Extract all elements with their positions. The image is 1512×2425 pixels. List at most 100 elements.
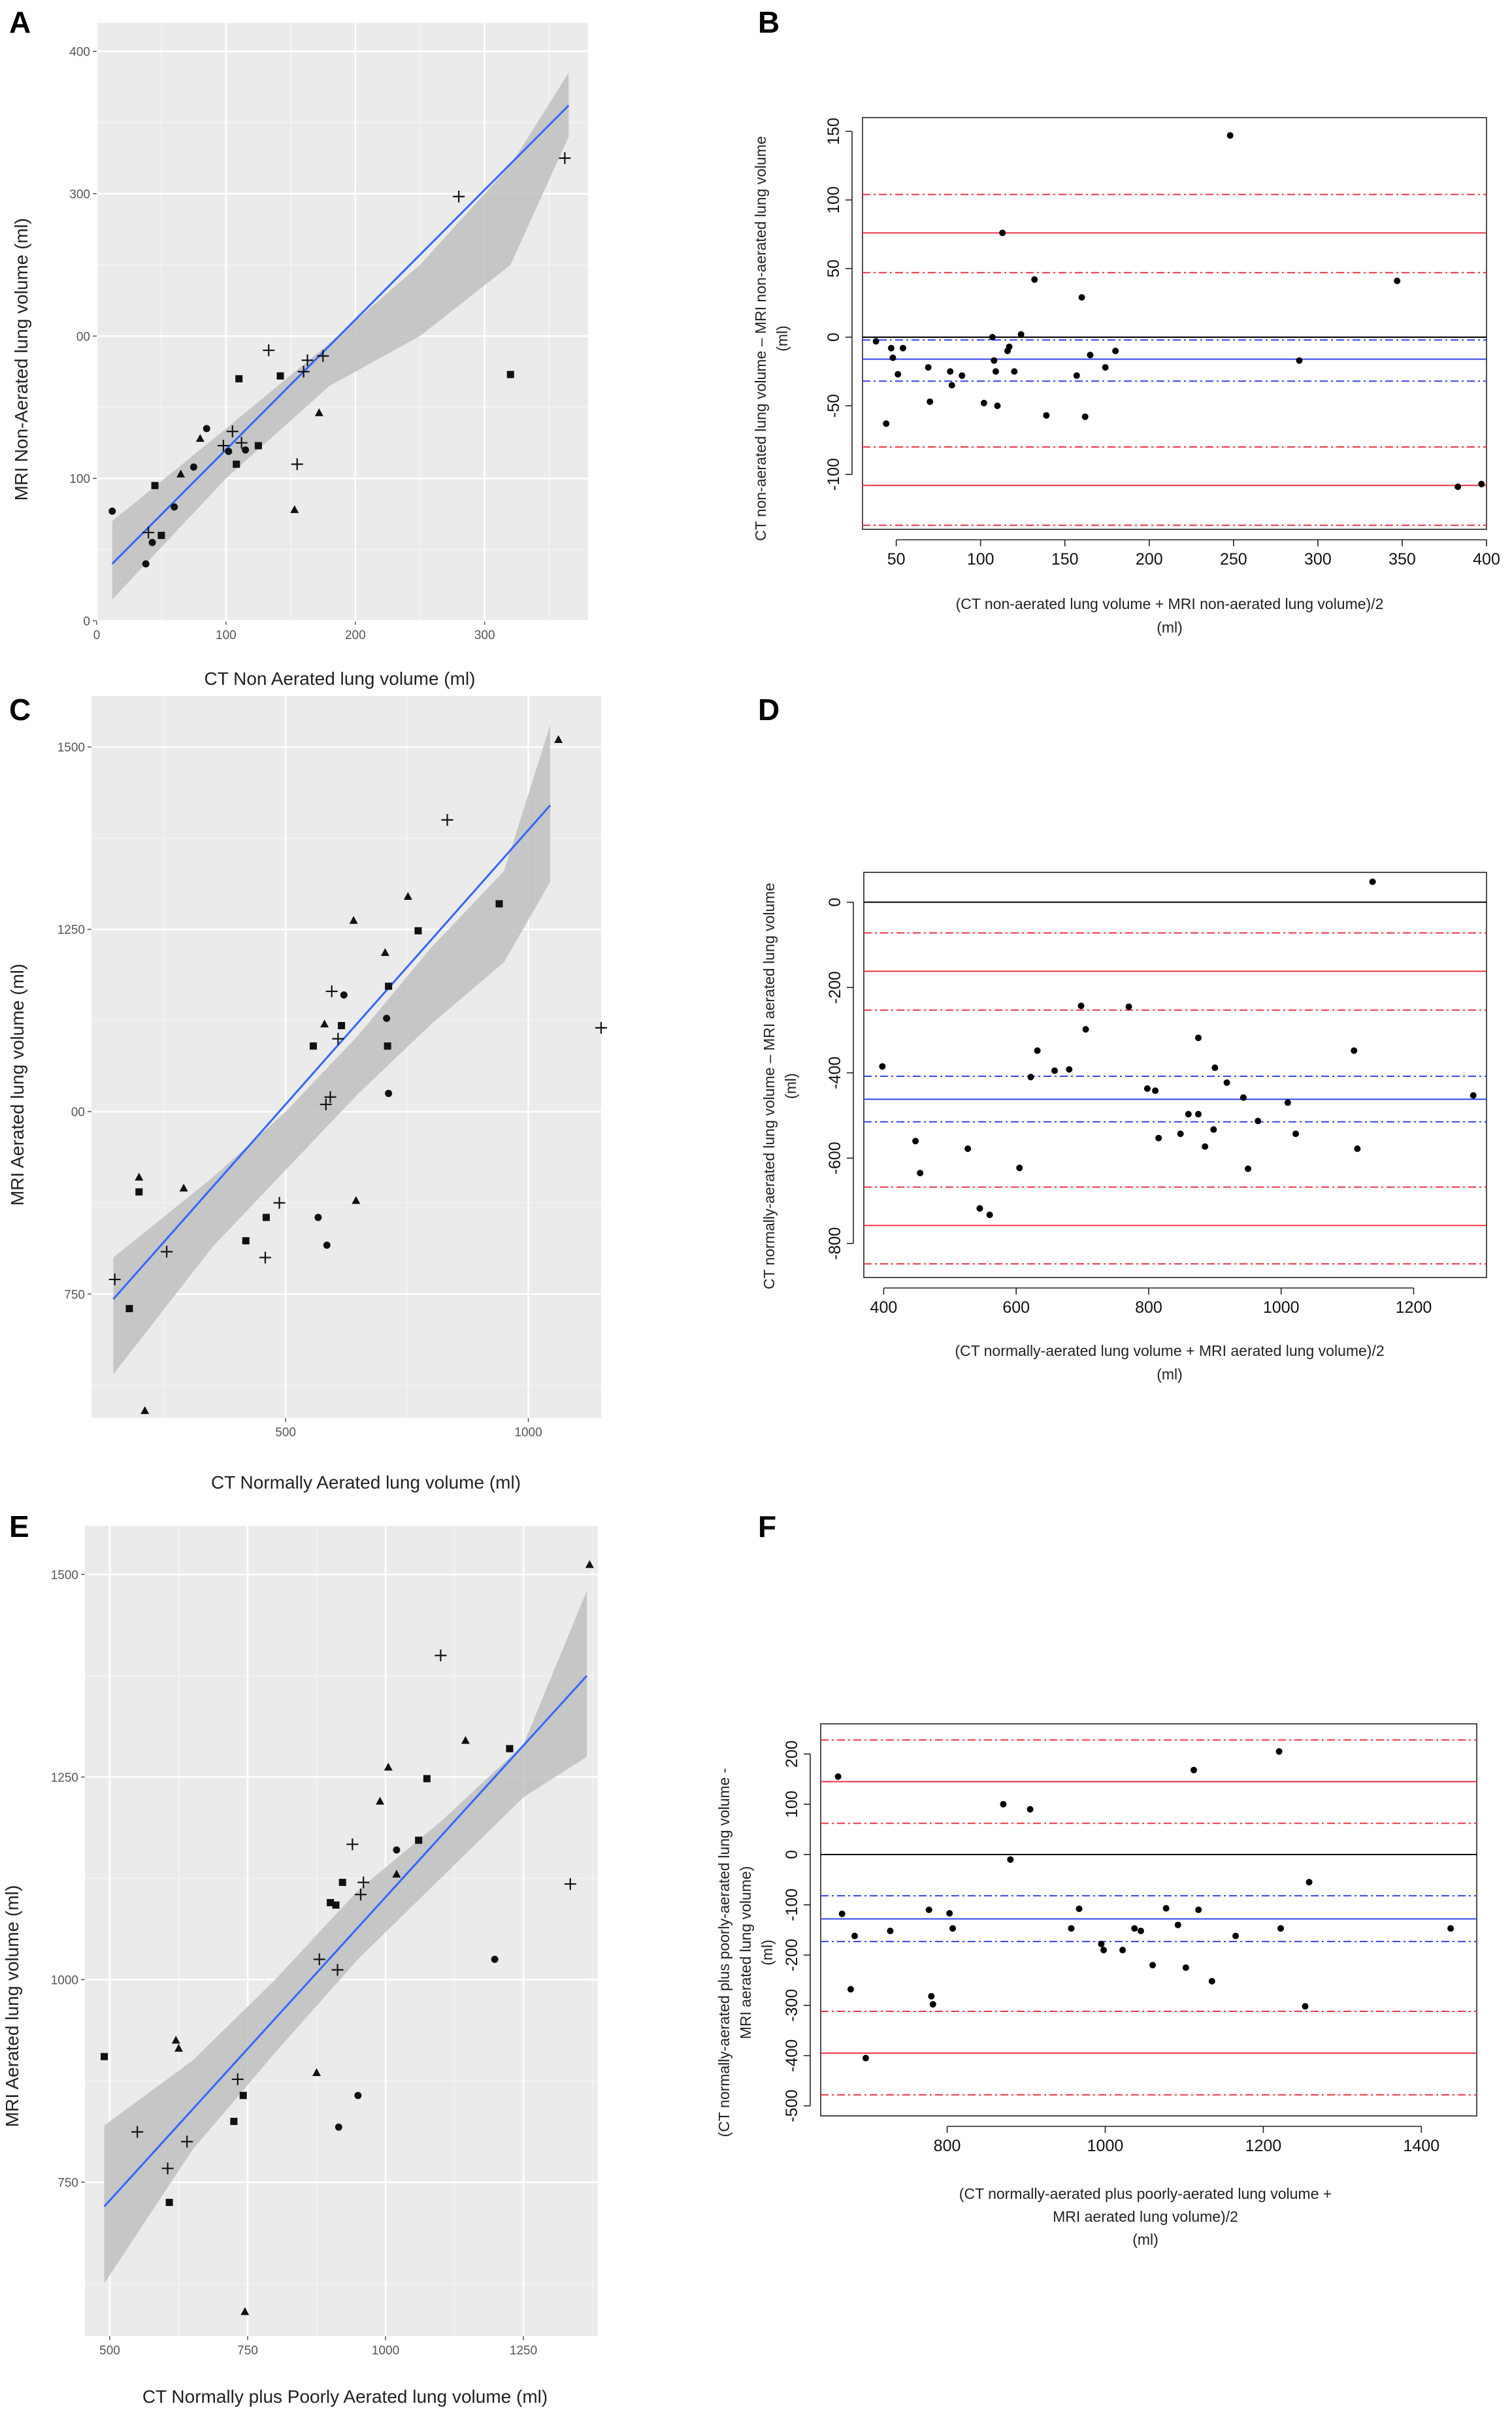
- panel-f-y-tick-label: -100: [783, 1889, 801, 1921]
- panel-c-data-point-triangle: [380, 948, 389, 956]
- panel-b-plot: 50 100 150 200 250 300 350 400 -100 -50 0 50 100 150: [825, 117, 1500, 569]
- panel-e-data-point-triangle: [585, 1560, 594, 1568]
- panel-a-data-point-triangle: [176, 469, 186, 478]
- panel-b-x-tick-label: 50: [887, 550, 906, 569]
- panel-b-data-point: [1112, 348, 1119, 354]
- panel-d-y-tick-label: -800: [826, 1227, 844, 1260]
- panel-a-y-tick-label: 0: [83, 615, 90, 629]
- panel-d-x-tick-label: 400: [870, 1298, 898, 1317]
- panel-e: E 500 750 1000 1250 750 1000 1250 1500 CT Norma…: [2, 1509, 598, 2407]
- panel-e-data-point-triangle: [240, 2307, 250, 2315]
- panel-a-data-point-triangle: [195, 434, 205, 442]
- panel-e-data-point-plus: [331, 1964, 344, 1976]
- panel-f-data-point: [887, 1927, 894, 1934]
- panel-b-x-tick-label: 100: [967, 550, 994, 569]
- panel-f-y-tick-label: -400: [783, 2039, 801, 2072]
- panel-e-regression-line: [103, 1675, 588, 2207]
- panel-f-x-tick-label: 1000: [1087, 2137, 1124, 2155]
- panel-d-data-point: [976, 1205, 983, 1212]
- panel-c-data-point-square: [385, 982, 393, 990]
- panel-b-data-point: [989, 334, 996, 340]
- panel-f-frame: [820, 1723, 1477, 2117]
- panel-e-data-point-square: [101, 2053, 108, 2060]
- panel-a-data-point-square: [235, 375, 243, 383]
- panel-a-x-tick-label: 200: [345, 629, 366, 642]
- panel-b-data-point: [992, 368, 999, 375]
- panel-e-data-point-square: [239, 2092, 247, 2100]
- panel-e-data-point-plus: [435, 1649, 447, 1662]
- panel-d-data-point: [912, 1138, 919, 1145]
- panel-e-data-point-square: [230, 2117, 238, 2125]
- panel-c-x-tick-label: 500: [275, 1426, 296, 1440]
- panel-b-data-point: [899, 344, 906, 352]
- panel-d-y-tick-label: 0: [826, 898, 844, 907]
- panel-f-data-point: [1277, 1925, 1285, 1932]
- panel-b-x-label-line-2: (ml): [1157, 619, 1183, 636]
- panel-c-data-point-plus: [441, 814, 453, 826]
- panel-b-data-point: [947, 368, 954, 375]
- panel-e-confidence-band: [104, 1591, 587, 2284]
- panel-a-x-label: CT Non Aerated lung volume (ml): [205, 668, 476, 689]
- panel-b-data-point: [959, 372, 966, 379]
- panel-f: F 800 1000 1200 1400 -500 -400 -300 -200 -100 0 10…: [715, 1509, 1477, 2248]
- panel-c-data-point-square: [414, 927, 422, 934]
- panel-d-plot: 400 600 800 1000 1200 -800 -600 -400 -200 0: [826, 872, 1487, 1317]
- panel-e-data-point-plus: [564, 1878, 576, 1890]
- panel-d-x-label-line-2: (ml): [1157, 1366, 1183, 1383]
- panel-b-x-tick-label: 150: [1051, 550, 1079, 569]
- panel-c-data-point-square: [262, 1213, 270, 1221]
- panel-a-data-point-plus: [226, 425, 238, 438]
- panel-e-x-tick-label: 500: [99, 2344, 120, 2358]
- panel-b-y-label-line-1: CT non-aerated lung volume – MRI non-aer…: [752, 136, 769, 541]
- panel-f-data-point: [838, 1910, 846, 1917]
- panel-e-data-point-circle: [335, 2123, 342, 2131]
- panel-d-data-point: [1202, 1143, 1209, 1150]
- panel-b-data-point: [948, 382, 955, 389]
- panel-d-data-point: [1292, 1130, 1300, 1138]
- panel-f-data-point: [1137, 1927, 1144, 1934]
- panel-f-data-point: [1174, 1921, 1181, 1928]
- panel-f-y-label-line-3: (ml): [759, 1939, 776, 1966]
- panel-a-plot: 0 100 200 300 0 100 00 300 400: [69, 23, 588, 642]
- panel-d-x-label-line-1: (CT normally-aerated lung volume + MRI a…: [955, 1342, 1384, 1359]
- panel-e-data-point-circle: [354, 2092, 362, 2100]
- panel-d-y-label-line-1: CT normally-aerated lung volume – MRI ae…: [761, 883, 778, 1289]
- panel-c-data-point-plus: [320, 1098, 332, 1111]
- panel-b-data-point: [883, 420, 890, 427]
- panel-c-data-point-triangle: [349, 916, 358, 924]
- panel-a-y-label: MRI Non-Aerated lung volume (ml): [11, 218, 31, 501]
- panel-c-y-tick-label: 750: [64, 1288, 85, 1302]
- panel-c-data-point-circle: [383, 1014, 391, 1022]
- panel-b-y-tick-label: 150: [825, 118, 843, 145]
- panel-a-data-point-square: [506, 371, 514, 378]
- panel-c-data-point-triangle: [135, 1172, 144, 1181]
- panel-f-data-point: [946, 1910, 953, 1917]
- panel-a-data-point-square: [276, 372, 284, 380]
- panel-c-data-point-triangle: [140, 1406, 150, 1414]
- panel-c-data-point-triangle: [554, 734, 563, 743]
- panel-a-data-point-circle: [142, 560, 150, 568]
- panel-f-data-point: [925, 1906, 932, 1913]
- panel-label-b: B: [758, 5, 780, 39]
- panel-c-data-point-square: [338, 1022, 346, 1030]
- panel-d-data-point: [879, 1063, 886, 1070]
- panel-d: D 400 600 800 1000 1200 -800 -600 -400 -200 0 (CT…: [758, 693, 1487, 1383]
- panel-e-data-point-plus: [313, 1953, 325, 1966]
- panel-c-data-point-plus: [273, 1196, 286, 1209]
- panel-a-data-point-plus: [317, 350, 329, 362]
- panel-e-data-point-plus: [346, 1838, 359, 1851]
- panel-e-data-point-plus: [181, 2136, 193, 2148]
- panel-b-x-tick-label: 200: [1136, 550, 1163, 569]
- panel-f-data-point: [1100, 1947, 1108, 1954]
- panel-b-data-point: [1043, 412, 1050, 419]
- panel-b-y-tick-label: -50: [825, 394, 843, 418]
- panel-f-x-label-line-2: MRI aerated lung volume)/2: [1053, 2208, 1238, 2225]
- panel-a-data-point-circle: [108, 507, 116, 515]
- panel-a-confidence-band: [112, 73, 569, 600]
- panel-b-data-point: [999, 229, 1006, 237]
- panel-b: B 50 100 150 200 250 300 350 400 -100 -50 0 50 100 15…: [752, 5, 1500, 636]
- panel-c-data-point-plus: [325, 985, 338, 998]
- panel-label-c: C: [9, 693, 31, 727]
- panel-e-data-point-square: [415, 1836, 423, 1844]
